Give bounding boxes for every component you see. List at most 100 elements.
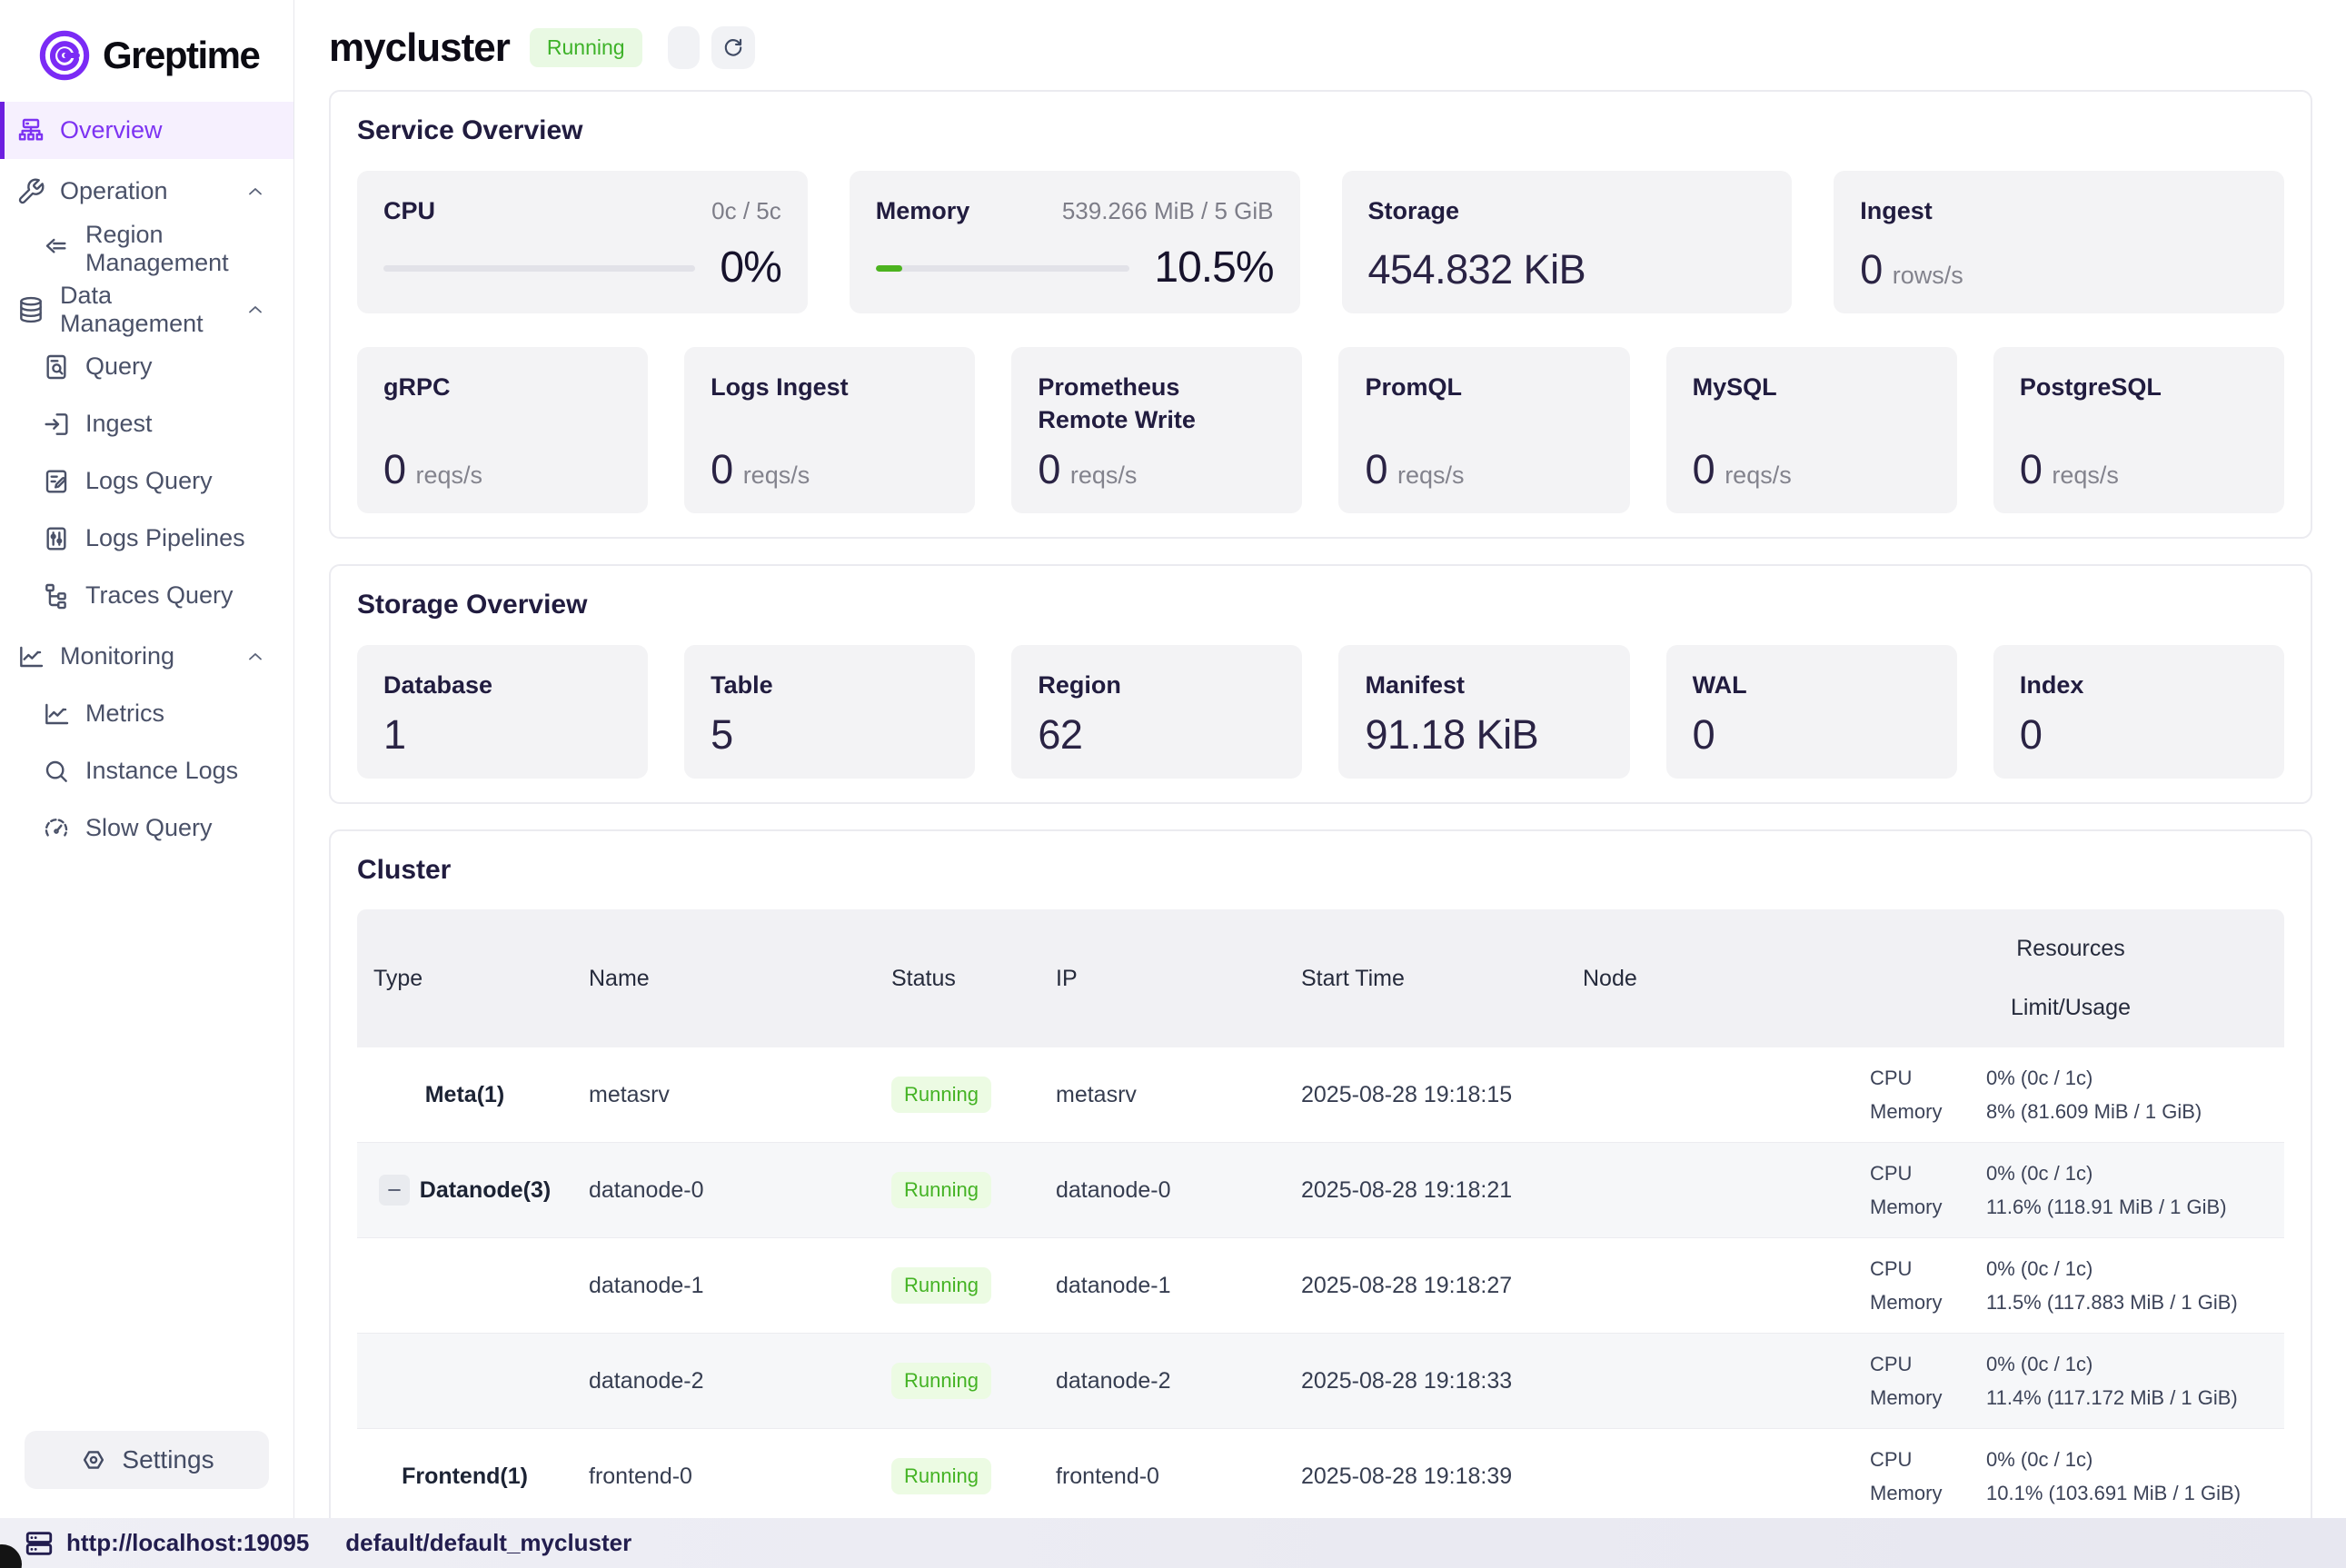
sidebar-item-logs-query[interactable]: Logs Query: [0, 452, 293, 510]
table-row: datanode-1 Running datanode-1 2025-08-28…: [357, 1238, 2284, 1334]
status-badge: Running: [891, 1458, 991, 1494]
grpc-card: gRPC 0 reqs/s: [357, 347, 649, 513]
postgresql-card: PostgreSQL 0 reqs/s: [1993, 347, 2284, 513]
col-status: Status: [891, 965, 956, 991]
search-icon: [42, 757, 71, 786]
traces-query-icon: [42, 581, 71, 610]
overview-icon: [16, 116, 45, 145]
sidebar-item-label: Ingest: [85, 410, 153, 437]
resources-cell: CPU 0% (0c / 1c) Memory 11.6% (118.91 MiB …: [1870, 1161, 2227, 1218]
sidebar-item-metrics[interactable]: Metrics: [0, 685, 293, 742]
sidebar-item-label: Operation: [60, 177, 168, 204]
sidebar: Greptime Overview Operation: [0, 0, 294, 1518]
app-window: Greptime Overview Operation: [0, 0, 2346, 1518]
sidebar-item-label: Overview: [60, 116, 163, 144]
settings-container: Settings: [0, 1431, 293, 1518]
sidebar-item-ingest[interactable]: Ingest: [0, 395, 293, 452]
monitoring-icon: [16, 642, 45, 671]
cluster-title: mycluster: [329, 25, 511, 70]
region-card: Region 62: [1011, 645, 1303, 779]
ingest-unit: rows/s: [1892, 262, 1963, 289]
storage-overview-panel: Storage Overview Database 1 Table 5 Regi…: [329, 564, 2312, 804]
brand-logo: Greptime: [0, 0, 293, 87]
service-overview-panel: Service Overview CPU 0c / 5c 0%: [329, 90, 2312, 539]
chevron-up-icon[interactable]: [244, 181, 266, 203]
logs-pipelines-icon: [42, 524, 71, 553]
ingest-label: Ingest: [1860, 197, 1933, 224]
cluster-section-title: Cluster: [357, 855, 452, 885]
service-rate-cards: gRPC 0 reqs/s Logs Ingest 0 reqs/s Prome…: [357, 347, 2284, 513]
sidebar-item-label: Traces Query: [85, 581, 234, 609]
table-row: datanode-2 Running datanode-2 2025-08-28…: [357, 1334, 2284, 1429]
sidebar-item-label: Monitoring: [60, 642, 175, 670]
resources-cell: CPU 0% (0c / 1c) Memory 11.4% (117.172 MiB…: [1870, 1352, 2238, 1409]
sidebar-item-label: Data Management: [60, 281, 204, 337]
ingest-card: Ingest 0 rows/s: [1834, 171, 2284, 313]
sidebar-item-label: Logs Pipelines: [85, 524, 245, 551]
col-type: Type: [373, 965, 423, 991]
sidebar-item-instance-logs[interactable]: Instance Logs: [0, 742, 293, 799]
storage-cards: Database 1 Table 5 Region 62 Manifest 91…: [357, 645, 2284, 779]
sidebar-item-label: Metrics: [85, 700, 164, 727]
promql-card: PromQL 0 reqs/s: [1338, 347, 1630, 513]
table-row: Frontend(1) frontend-0 Running frontend-…: [357, 1429, 2284, 1518]
storage-overview-title: Storage Overview: [357, 590, 588, 620]
cluster-panel: Cluster Type Name Status IP Start Time N…: [329, 829, 2312, 1518]
settings-button[interactable]: Settings: [25, 1431, 269, 1489]
sidebar-item-query[interactable]: Query: [0, 338, 293, 395]
sidebar-item-label: Region Management: [85, 220, 229, 276]
cluster-table-header: Type Name Status IP Start Time Node Reso…: [357, 909, 2284, 1047]
corner-widget: [0, 1544, 22, 1568]
gauge-icon: [42, 814, 71, 843]
cpu-label: CPU: [383, 197, 436, 224]
current-database-item[interactable]: default/default_mycluster: [345, 1529, 631, 1557]
sidebar-item-logs-pipelines[interactable]: Logs Pipelines: [0, 510, 293, 567]
index-card: Index 0: [1993, 645, 2284, 779]
sidebar-item-label: Instance Logs: [85, 757, 239, 784]
resources-cell: CPU 0% (0c / 1c) Memory 10.1% (103.691 MiB…: [1870, 1447, 2242, 1504]
col-start-time: Start Time: [1301, 965, 1405, 991]
cpu-card: CPU 0c / 5c 0%: [357, 171, 808, 313]
ingest-value: 0: [1860, 246, 1883, 293]
service-overview-title: Service Overview: [357, 115, 583, 145]
resources-cell: CPU 0% (0c / 1c) Memory 8% (81.609 MiB / 1…: [1870, 1066, 2202, 1123]
query-icon: [42, 352, 71, 382]
storage-value: 454.832 KiB: [1367, 246, 1586, 293]
table-card: Table 5: [684, 645, 976, 779]
minus-icon: [387, 1189, 401, 1191]
chevron-up-icon[interactable]: [244, 299, 266, 321]
logs-query-icon: [42, 467, 71, 496]
collapse-datanode-button[interactable]: [378, 1175, 410, 1206]
sidebar-item-overview[interactable]: Overview: [0, 102, 293, 159]
sidebar-item-monitoring[interactable]: Monitoring: [0, 628, 293, 685]
database-icon: [16, 295, 45, 324]
refresh-button[interactable]: [711, 26, 755, 69]
sidebar-item-traces-query[interactable]: Traces Query: [0, 567, 293, 624]
sidebar-item-slow-query[interactable]: Slow Query: [0, 799, 293, 857]
server-url-item[interactable]: http://localhost:19095: [24, 1528, 309, 1559]
region-management-icon: [42, 234, 71, 263]
server-url: http://localhost:19095: [66, 1529, 310, 1556]
memory-card: Memory 539.266 MiB / 5 GiB 10.5%: [849, 171, 1300, 313]
more-button[interactable]: [667, 26, 700, 69]
chevron-up-icon[interactable]: [244, 646, 266, 668]
sidebar-item-operation[interactable]: Operation: [0, 163, 293, 220]
memory-label: Memory: [875, 197, 970, 224]
storage-label: Storage: [1367, 197, 1460, 224]
greptime-logo-icon: [38, 29, 91, 82]
main-content: mycluster Running Service Overview CPU 0…: [294, 0, 2346, 1518]
sidebar-item-label: Logs Query: [85, 467, 213, 494]
table-row: Meta(1) metasrv Running metasrv 2025-08-…: [357, 1047, 2284, 1143]
metrics-icon: [42, 700, 71, 729]
memory-progress-bar: [875, 264, 1130, 272]
storage-card: Storage 454.832 KiB: [1341, 171, 1793, 313]
brand-name: Greptime: [103, 34, 261, 76]
sidebar-item-data-management[interactable]: Data Management: [0, 281, 293, 338]
header-actions: [667, 26, 755, 69]
memory-limit: 539.266 MiB / 5 GiB: [1061, 197, 1274, 224]
cpu-progress-bar: [383, 264, 696, 272]
sidebar-item-region-management[interactable]: Region Management: [0, 220, 293, 277]
current-database: default/default_mycluster: [345, 1529, 632, 1556]
cluster-table: Type Name Status IP Start Time Node Reso…: [357, 909, 2284, 1518]
page-header: mycluster Running: [329, 0, 2312, 90]
